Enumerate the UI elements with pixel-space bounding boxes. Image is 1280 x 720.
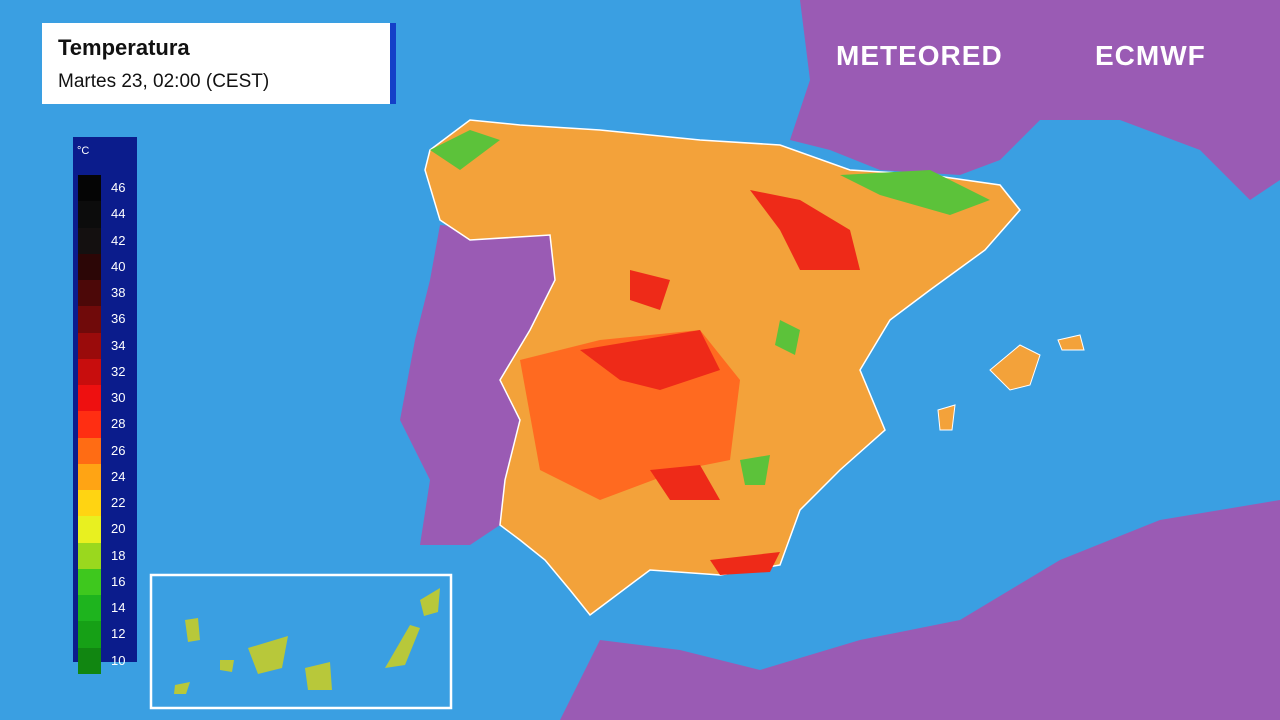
legend-swatch [78, 253, 101, 281]
heat-area [580, 190, 860, 575]
legend-label: 20 [111, 521, 126, 537]
legend-swatch [78, 306, 101, 333]
legend-swatch [78, 358, 101, 386]
legend-label: 16 [111, 573, 126, 589]
balearic [937, 334, 1085, 431]
legend-swatch [78, 175, 101, 202]
logo: ECMWF [1095, 40, 1206, 71]
legend-swatch [78, 437, 101, 465]
legend-swatch [78, 280, 101, 307]
legend-label: 12 [111, 626, 126, 642]
portugal [400, 225, 555, 545]
legend-swatch [78, 621, 101, 648]
legend-label: 30 [111, 390, 126, 405]
legend-label: 32 [111, 363, 126, 379]
legend-swatch [78, 647, 101, 675]
title-box: Temperatura Martes 23, 02:00 (CEST) [42, 23, 396, 104]
legend-label: 36 [111, 311, 126, 327]
canary-islands [174, 588, 440, 694]
subtitle: Martes 23, 02:00 (CEST) [58, 71, 270, 92]
legend-swatch [78, 332, 101, 360]
logo: METEORED [836, 40, 1003, 71]
legend-label: 28 [111, 416, 126, 432]
legend-swatch [78, 227, 101, 255]
legend-label: 26 [111, 442, 126, 458]
legend-label: 10 [111, 652, 126, 668]
canary-inset [149, 573, 453, 710]
legend-swatch [78, 201, 101, 228]
legend-label: 18 [111, 547, 126, 563]
legend-swatch [78, 542, 101, 570]
legend-label: 46 [111, 180, 126, 195]
france [790, 0, 1280, 200]
title: Temperatura [58, 35, 190, 60]
legend-swatch [78, 463, 101, 491]
legend-label: 42 [111, 232, 126, 248]
legend-label: 40 [111, 258, 126, 274]
legend-label: 22 [111, 495, 126, 510]
legend-swatch [78, 411, 101, 438]
legend: °C 46 44 42 40 38 36 34 32 30 28 26 24 22 20 18 16 14 12 1… [73, 137, 137, 675]
legend-swatch [78, 490, 101, 517]
legend-swatch [78, 385, 101, 412]
africa [560, 500, 1280, 720]
legend-swatch [78, 595, 101, 622]
legend-label: 38 [111, 285, 126, 300]
legend-unit: °C [77, 145, 90, 157]
legend-swatch [78, 516, 101, 543]
legend-label: 24 [111, 468, 126, 484]
legend-label: 34 [111, 337, 126, 353]
legend-label: 14 [111, 600, 126, 615]
legend-swatch [78, 568, 101, 596]
legend-label: 44 [111, 206, 126, 222]
